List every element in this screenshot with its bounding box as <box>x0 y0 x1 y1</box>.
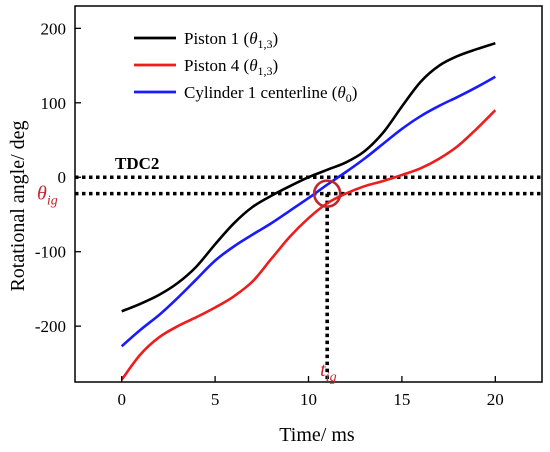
axis-ticks: 0 5 10 15 20 -200 -100 0 100 200 <box>35 19 504 409</box>
x-tick-label: 10 <box>300 390 317 409</box>
t-ig-label: tig <box>320 359 336 385</box>
x-axis-title: Time/ ms <box>279 424 355 446</box>
series-line-2 <box>120 109 497 381</box>
x-tick-label: 20 <box>487 390 504 409</box>
ignition-point-marker <box>312 179 342 208</box>
series-line-1 <box>121 41 496 313</box>
theta-ig-label: θig <box>37 183 58 209</box>
y-tick-label: 0 <box>58 168 67 187</box>
legend-label-3: Cylinder 1 centerline (θ0) <box>184 83 357 105</box>
series-line-3 <box>120 75 496 348</box>
y-tick-label: 200 <box>41 19 67 38</box>
x-tick-label: 5 <box>211 390 220 409</box>
legend-label-1: Piston 1 (θ1,3) <box>184 29 278 51</box>
y-tick-label: -100 <box>35 243 66 262</box>
legend: Piston 1 (θ1,3) Piston 4 (θ1,3) Cylinder 1… <box>134 29 357 105</box>
series-lines <box>120 41 497 381</box>
y-axis-title: Rotational angle/ deg <box>7 120 29 291</box>
legend-label-2: Piston 4 (θ1,3) <box>184 56 278 78</box>
y-tick-label: 100 <box>41 94 67 113</box>
tdc2-label: TDC2 <box>115 154 159 173</box>
annotations: TDC2 θig tig <box>37 154 342 385</box>
y-tick-label: -200 <box>35 317 66 336</box>
x-tick-label: 15 <box>393 390 410 409</box>
x-tick-label: 0 <box>117 390 126 409</box>
